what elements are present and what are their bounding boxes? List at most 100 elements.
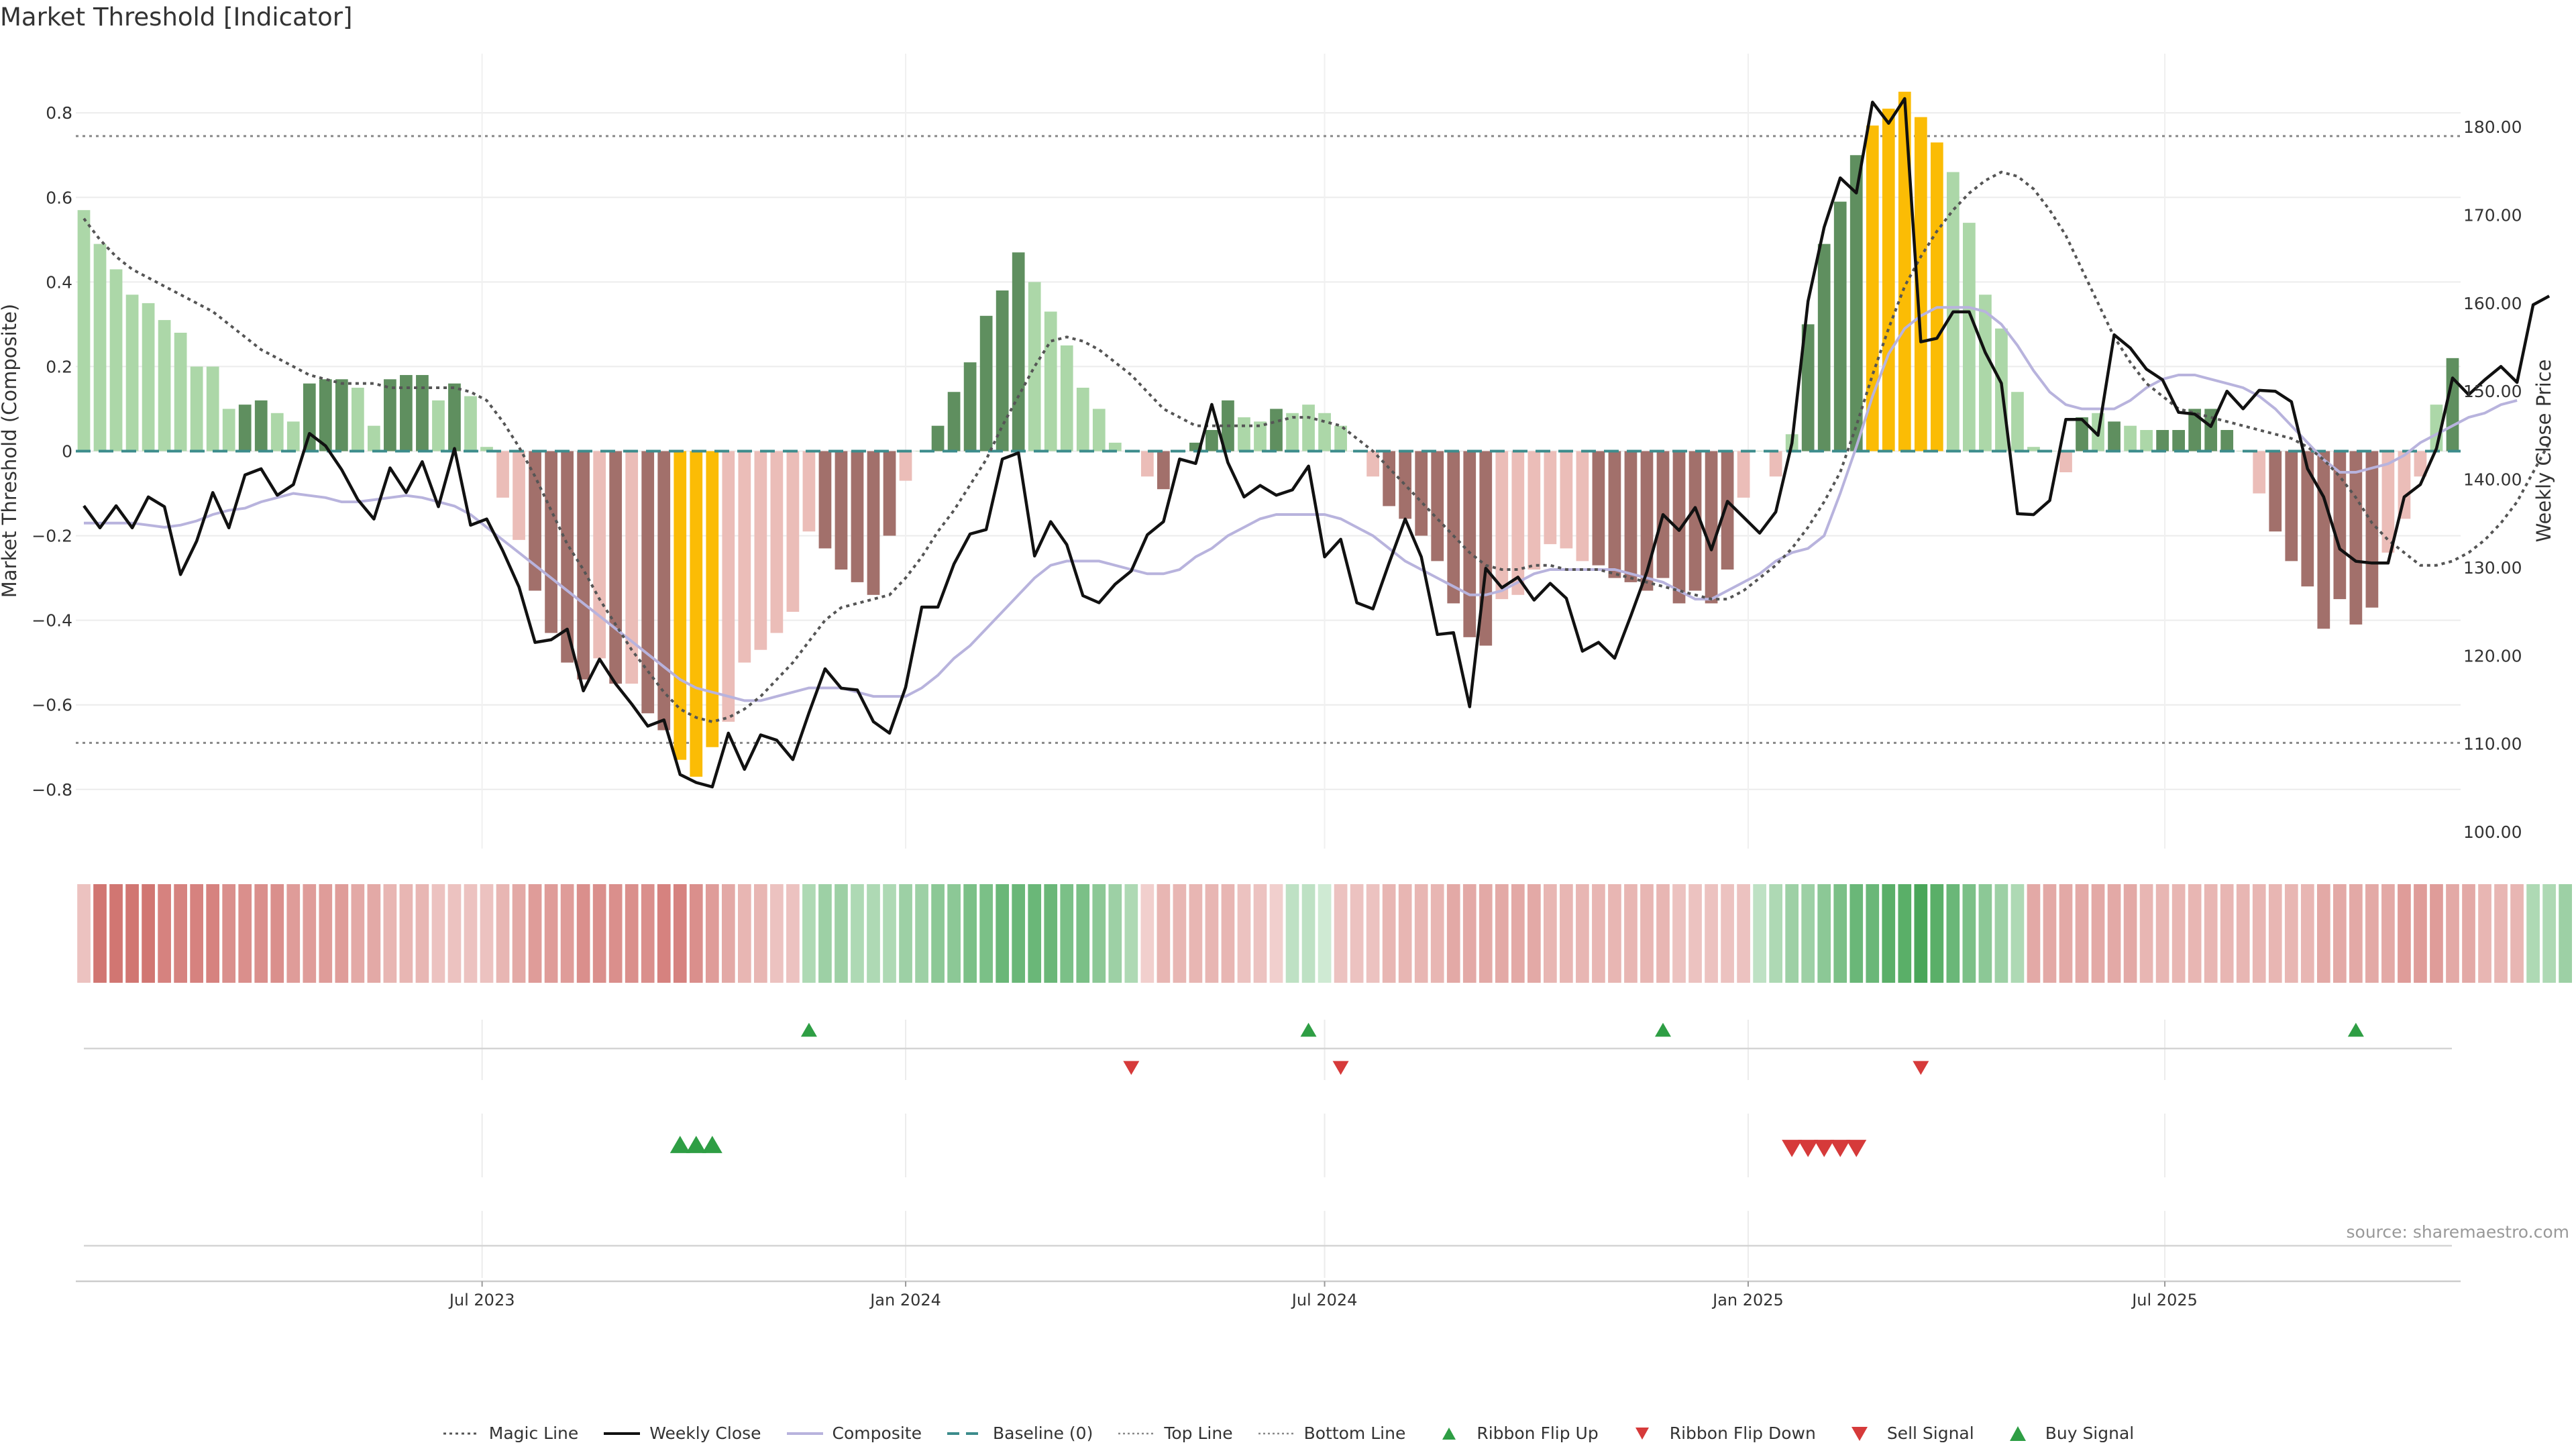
- left-tick-label: −0.6: [32, 696, 72, 715]
- legend-item: Buy Signal: [1998, 1424, 2134, 1443]
- x-tick-label: Jan 2024: [869, 1291, 941, 1309]
- threshold-bar: [158, 320, 171, 451]
- ribbon-flip-up-marker: [800, 1022, 817, 1037]
- ribbon-cell: [1189, 884, 1203, 983]
- threshold-bar: [513, 451, 525, 540]
- ribbon-cell: [206, 884, 220, 983]
- threshold-bar: [1930, 142, 1943, 451]
- threshold-bar: [1833, 201, 1847, 451]
- threshold-bar: [754, 451, 767, 650]
- ribbon-cell: [2268, 884, 2282, 983]
- threshold-bar: [2076, 417, 2088, 451]
- threshold-bar: [286, 421, 300, 451]
- ribbon-cell: [931, 884, 945, 983]
- ribbon-cell: [754, 884, 767, 983]
- ribbon-cell: [883, 884, 896, 983]
- threshold-bar: [2059, 451, 2072, 473]
- threshold-bar: [1447, 451, 1460, 604]
- fine-dotted-line-icon: [1118, 1432, 1155, 1434]
- threshold-bar: [2172, 429, 2186, 451]
- x-tick-label: Jul 2023: [448, 1291, 515, 1309]
- ribbon-flip-down-marker: [1332, 1061, 1349, 1075]
- ribbon-cell: [705, 884, 719, 983]
- ribbon-cell: [2446, 884, 2459, 983]
- legend-item: Baseline (0): [946, 1424, 1093, 1443]
- ribbon-cell: [1737, 884, 1750, 983]
- ribbon-cell: [270, 884, 284, 983]
- ribbon-cell: [1221, 884, 1235, 983]
- threshold-bar: [1108, 442, 1122, 451]
- ribbon-cell: [238, 884, 252, 983]
- ribbon-flip-down-marker: [1913, 1061, 1929, 1075]
- ribbon-cell: [2043, 884, 2057, 983]
- ribbon-cell: [1028, 884, 1042, 983]
- sell-signal-marker: [1846, 1140, 1867, 1157]
- ribbon-cell: [2171, 884, 2186, 983]
- threshold-bar: [1511, 451, 1525, 595]
- ribbon-cell: [1962, 884, 1976, 983]
- ribbon-cell: [2559, 884, 2572, 983]
- threshold-bar: [2027, 447, 2040, 451]
- sell-signal-marker: [1798, 1140, 1819, 1157]
- threshold-bar: [1592, 451, 1605, 566]
- sell-signal-marker: [1830, 1140, 1851, 1157]
- threshold-bar: [947, 392, 961, 451]
- threshold-bar: [480, 447, 493, 451]
- right-axis-title: Weekly Close Price: [2532, 360, 2555, 543]
- threshold-bar: [1882, 108, 1895, 451]
- threshold-bar: [1754, 451, 1766, 452]
- ribbon-cell: [689, 884, 703, 983]
- threshold-bar: [1028, 282, 1041, 451]
- ribbon-cell: [2123, 884, 2137, 983]
- threshold-bar: [1205, 429, 1218, 451]
- threshold-bar: [416, 375, 429, 451]
- ribbon-cell: [802, 884, 816, 983]
- fine-dotted-line-icon: [1258, 1432, 1295, 1434]
- threshold-bar: [1737, 451, 1750, 498]
- ribbon-flip-down-marker: [1123, 1061, 1140, 1075]
- threshold-bar: [1334, 425, 1347, 451]
- ribbon-cell: [608, 884, 623, 983]
- threshold-bar: [770, 451, 784, 633]
- ribbon-cell: [1705, 884, 1718, 983]
- threshold-bar: [835, 451, 848, 570]
- ribbon-cell: [947, 884, 961, 983]
- ribbon-cell: [1495, 884, 1509, 983]
- ribbon-cell: [996, 884, 1010, 983]
- legend-label: Baseline (0): [992, 1424, 1093, 1443]
- ribbon-cell: [1124, 884, 1138, 983]
- ribbon-cell: [915, 884, 928, 983]
- ribbon-cell: [1076, 884, 1090, 983]
- threshold-bar: [2156, 429, 2169, 451]
- threshold-bar: [448, 383, 461, 451]
- threshold-bar: [2011, 392, 2024, 451]
- ribbon-cell: [1640, 884, 1654, 983]
- ribbon-cell: [2494, 884, 2508, 983]
- ribbon-cell: [1205, 884, 1219, 983]
- triangle-up-small-icon: [1442, 1427, 1456, 1440]
- triangle-down-small-icon: [1635, 1427, 1649, 1440]
- threshold-bar: [1608, 451, 1621, 578]
- ribbon-cell: [303, 884, 317, 983]
- ribbon-cell: [2188, 884, 2202, 983]
- ribbon-cell: [737, 884, 751, 983]
- ribbon-cell: [2478, 884, 2491, 983]
- ribbon-cell: [1994, 884, 2008, 983]
- threshold-bar: [2220, 429, 2234, 451]
- source-note: source: sharemaestro.com: [2346, 1222, 2570, 1242]
- ribbon-cell: [383, 884, 397, 983]
- ribbon-cell: [625, 884, 639, 983]
- ribbon-cell: [786, 884, 800, 983]
- threshold-bar: [464, 396, 477, 451]
- ribbon-cell: [1817, 884, 1831, 983]
- threshold-bar: [2124, 425, 2137, 451]
- threshold-bar: [1060, 345, 1073, 451]
- threshold-bar: [706, 451, 719, 747]
- legend-label: Top Line: [1164, 1424, 1233, 1443]
- ribbon-cell: [1946, 884, 1960, 983]
- composite-line: [84, 306, 2518, 702]
- threshold-bar: [174, 333, 187, 451]
- legend-item: Sell Signal: [1840, 1424, 1974, 1443]
- ribbon-cell: [1446, 884, 1460, 983]
- threshold-bar: [2285, 451, 2298, 561]
